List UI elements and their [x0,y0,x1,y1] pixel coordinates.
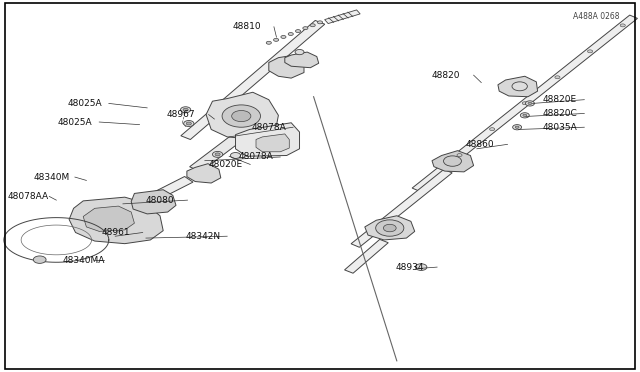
Circle shape [288,32,293,35]
Circle shape [376,220,404,236]
Polygon shape [83,206,134,231]
Text: 48035A: 48035A [543,123,577,132]
Text: 48078A: 48078A [239,153,273,161]
Circle shape [184,121,194,126]
Polygon shape [181,20,324,140]
Circle shape [522,102,527,105]
Circle shape [415,264,427,270]
Text: 48025A: 48025A [58,118,92,126]
Circle shape [266,41,271,44]
Circle shape [303,27,308,30]
Circle shape [490,128,495,131]
Circle shape [183,108,188,111]
Circle shape [33,256,46,263]
Polygon shape [351,169,452,247]
Polygon shape [412,15,637,191]
Circle shape [555,76,560,79]
Text: 48860: 48860 [466,140,495,149]
Text: 48967: 48967 [167,110,196,119]
Text: 48020E: 48020E [209,160,243,169]
Circle shape [273,38,278,41]
Text: 48078AA: 48078AA [8,192,49,201]
Polygon shape [324,10,360,23]
Circle shape [317,21,323,24]
Circle shape [281,35,286,38]
Circle shape [295,49,304,55]
Text: 48025A: 48025A [67,99,102,108]
Circle shape [180,107,191,113]
Polygon shape [69,197,163,244]
Circle shape [444,156,461,166]
Text: 48820E: 48820E [543,95,577,104]
Polygon shape [187,164,221,183]
Circle shape [515,126,519,128]
Circle shape [383,224,396,232]
Polygon shape [149,176,193,200]
Text: 48340MA: 48340MA [63,256,105,265]
Polygon shape [256,134,289,152]
Text: 48810: 48810 [232,22,261,31]
Circle shape [588,50,593,53]
Circle shape [310,24,316,27]
Circle shape [520,113,529,118]
Text: A488A 0268: A488A 0268 [573,12,620,21]
Circle shape [513,125,522,130]
Circle shape [212,151,223,157]
Circle shape [186,122,191,125]
Circle shape [232,110,251,122]
Text: 48820C: 48820C [543,109,577,118]
Circle shape [525,101,534,106]
Polygon shape [206,92,278,140]
Polygon shape [285,52,319,68]
Polygon shape [236,123,300,156]
Circle shape [222,105,260,127]
Text: 48961: 48961 [101,228,130,237]
Circle shape [296,30,301,33]
Polygon shape [131,190,176,214]
Text: 48078A: 48078A [252,123,286,132]
Text: 48820: 48820 [432,71,461,80]
Text: 48340M: 48340M [33,173,70,182]
Polygon shape [344,240,388,273]
Polygon shape [432,151,474,172]
Circle shape [528,102,532,105]
Circle shape [523,114,527,116]
Circle shape [230,153,241,158]
Polygon shape [269,55,304,78]
Polygon shape [365,216,415,240]
Polygon shape [498,76,538,97]
Text: 48934: 48934 [396,263,424,272]
Polygon shape [189,134,244,172]
Circle shape [620,24,625,27]
Text: 48342N: 48342N [186,232,221,241]
Circle shape [512,82,527,91]
Circle shape [215,153,220,156]
Text: 48080: 48080 [146,196,175,205]
Circle shape [457,154,462,157]
